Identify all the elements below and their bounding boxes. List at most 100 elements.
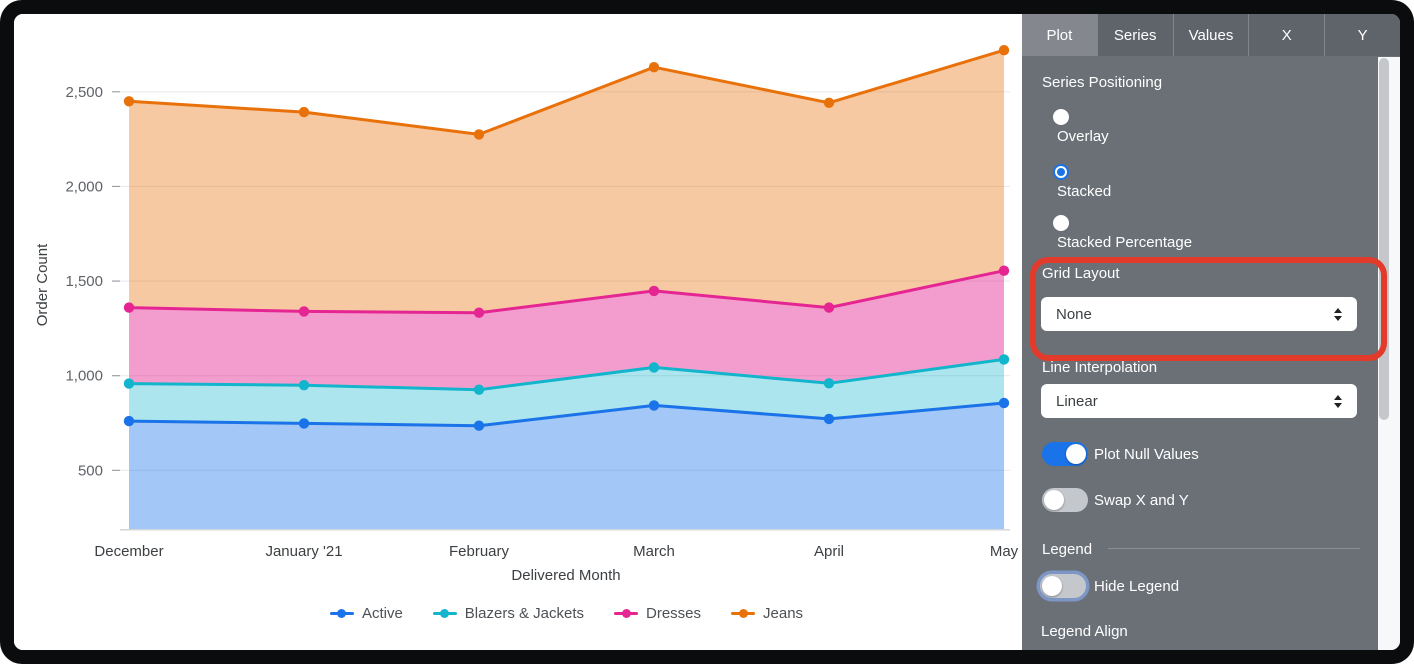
data-point[interactable] [648,400,660,411]
legend-label: Active [361,605,403,622]
radio-option-overlay: Overlay [1053,109,1109,145]
radio-button[interactable] [1053,215,1069,231]
radio-label: Stacked [1057,183,1112,200]
area-band-blazers-jackets [129,359,1004,426]
y-tick-label: 500 [78,462,103,479]
y-tick-label: 2,000 [65,178,103,195]
stacked-area-chart: 500 1,000 1,500 2,000 2,500 December January '… [34,45,1019,584]
swap-x-and-y-toggle[interactable] [1042,488,1088,512]
legend-item-active[interactable]: Active [329,605,403,622]
series-line-dresses [127,269,1006,315]
viz-config-panel: Plot Series Values X Y Series Positioning Ov… [1022,14,1400,650]
series-line-blazers-jackets [127,357,1006,392]
y-tick-label: 1,000 [65,368,103,385]
section-divider [1108,548,1360,549]
series-line-active [127,401,1006,428]
window-content: 500 1,000 1,500 2,000 2,500 December January '… [14,14,1400,650]
legend-align-label: Legend Align [1041,623,1128,640]
data-point[interactable] [298,106,310,118]
legend-section-label: Legend [1042,541,1093,558]
plot-null-values-toggle[interactable] [1042,442,1088,466]
x-tick-label: February [449,543,510,560]
area-band-dresses [129,270,1004,390]
x-tick-label: March [633,543,675,560]
legend-label: Dresses [646,605,702,622]
data-point[interactable] [823,378,835,389]
data-point[interactable] [298,418,310,429]
plot-null-values-label: Plot Null Values [1094,446,1199,463]
data-point[interactable] [473,129,485,140]
panel-tab-bar: Plot Series Values X Y [1022,14,1400,56]
line-interpolation-value: Linear [1056,392,1098,410]
tab-values[interactable]: Values [1172,14,1249,56]
data-point[interactable] [823,97,835,109]
chart-area: 500 1,000 1,500 2,000 2,500 December January '… [14,14,1022,650]
updown-arrows-icon [1334,394,1342,408]
updown-arrows-icon [1334,307,1342,321]
data-point[interactable] [473,420,485,431]
y-tick-label: 1,500 [65,273,103,290]
grid-layout-label: Grid Layout [1042,265,1120,282]
data-point[interactable] [648,285,660,297]
data-point[interactable] [123,96,135,107]
y-tick-label: 2,500 [65,84,103,101]
data-point[interactable] [473,384,485,395]
x-axis-title: Delivered Month [511,567,620,584]
radio-button[interactable] [1053,164,1069,180]
y-axis-title: Order Count [34,243,51,326]
legend-item-blazers-jackets[interactable]: Blazers & Jackets [432,605,585,622]
series-positioning-label: Series Positioning [1042,74,1163,91]
data-point[interactable] [648,362,660,373]
data-point[interactable] [123,378,135,389]
line-interpolation-label: Line Interpolation [1042,359,1158,376]
data-point[interactable] [298,380,310,391]
radio-label: Overlay [1057,128,1109,145]
scrollbar-thumb[interactable] [1379,58,1389,420]
tab-x[interactable]: X [1248,14,1324,56]
series-line-jeans [127,48,1006,136]
x-tick-label: April [814,543,844,560]
legend-label: Jeans [763,605,804,622]
data-point[interactable] [648,62,660,73]
tab-series[interactable]: Series [1096,14,1173,56]
legend-marker [432,609,457,619]
data-point[interactable] [998,45,1010,56]
toggle-knob [1044,490,1064,510]
panel-scrollbar[interactable] [1378,57,1400,650]
tab-y[interactable]: Y [1324,14,1400,56]
toggle-knob [1042,576,1062,596]
radio-option-stacked-percentage: Stacked Percentage [1053,215,1192,251]
radio-option-stacked: Stacked [1053,164,1111,200]
legend-label: Blazers & Jackets [464,605,585,622]
legend-item-jeans[interactable]: Jeans [731,605,803,622]
data-point[interactable] [998,265,1010,276]
line-interpolation-select[interactable]: Linear [1041,384,1357,418]
grid-layout-select[interactable]: None [1041,297,1357,331]
swap-x-and-y-label: Swap X and Y [1094,492,1189,509]
area-band-jeans [129,50,1004,313]
data-point[interactable] [123,415,135,427]
x-tick-label: January '21 [265,543,342,560]
hide-legend-label: Hide Legend [1094,578,1180,595]
legend-marker [329,609,354,619]
x-tick-label: May [990,543,1019,560]
toggle-knob [1066,444,1086,464]
legend-item-dresses[interactable]: Dresses [614,605,701,622]
grid-layout-value: None [1056,305,1092,323]
data-point[interactable] [998,354,1010,365]
area-band-active [129,403,1004,529]
legend-marker [731,609,756,619]
hide-legend-toggle[interactable] [1040,574,1086,598]
data-point[interactable] [823,302,835,313]
x-tick-label: December [94,543,163,560]
legend-marker [614,609,639,619]
chart-legend: Active Blazers & Jackets Dresses Jeans [129,605,1004,622]
radio-button[interactable] [1053,109,1069,125]
data-point[interactable] [123,302,135,313]
data-point[interactable] [998,397,1010,409]
data-point[interactable] [823,413,835,425]
data-point[interactable] [473,307,485,318]
data-point[interactable] [298,306,310,317]
tab-plot[interactable]: Plot [1022,14,1097,56]
